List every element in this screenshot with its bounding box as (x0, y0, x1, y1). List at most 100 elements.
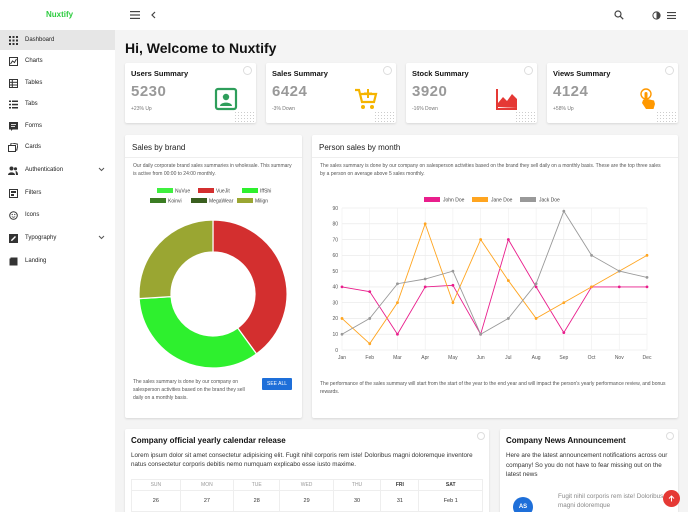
sidebar-item-cards[interactable]: Cards (0, 137, 115, 157)
legend-label[interactable]: IffShi (260, 189, 271, 195)
legend-label[interactable]: Jane Doe (491, 198, 513, 204)
calendar-day[interactable]: 28 (233, 490, 281, 512)
data-point[interactable] (590, 285, 593, 289)
chevron-down-icon[interactable] (98, 235, 105, 242)
legend-swatch[interactable] (237, 198, 253, 203)
legend-label[interactable]: MegaWear (209, 199, 234, 205)
legend-swatch[interactable] (472, 197, 488, 202)
more-menu-icon[interactable] (665, 9, 677, 21)
data-point[interactable] (479, 238, 483, 241)
pie-slice-milign[interactable] (138, 219, 214, 300)
legend-label[interactable]: John Doe (443, 198, 465, 204)
data-point[interactable] (451, 301, 455, 305)
data-point[interactable] (423, 285, 427, 289)
legend-label[interactable]: VueJit (216, 189, 230, 195)
series-line-jack-doe[interactable] (341, 210, 648, 335)
data-point[interactable] (423, 222, 427, 226)
data-point[interactable] (368, 317, 372, 320)
legend-swatch[interactable] (191, 198, 207, 203)
sidebar-item-dashboard[interactable]: Dashboard (0, 30, 115, 50)
sidebar-item-authentication[interactable]: Authentication (0, 160, 115, 180)
see-all-button[interactable]: SEE ALL (262, 378, 292, 390)
data-point[interactable] (506, 279, 510, 282)
legend-swatch[interactable] (150, 198, 166, 203)
scroll-top-button[interactable] (663, 490, 680, 507)
data-point[interactable] (396, 332, 399, 336)
dashboard-icon (8, 35, 18, 45)
data-point[interactable] (451, 269, 455, 273)
calendar-day[interactable]: 30 (332, 490, 382, 512)
pie-slice-vuejit[interactable] (212, 219, 288, 355)
sidebar-item-tabs[interactable]: Tabs (0, 94, 115, 114)
legend-label[interactable]: Milign (255, 199, 268, 205)
theme-toggle-icon[interactable] (650, 9, 662, 21)
data-point[interactable] (590, 253, 593, 257)
sidebar-item-label: Typography (25, 235, 57, 241)
sidebar-item-icons[interactable]: Icons (0, 205, 115, 225)
data-point[interactable] (617, 269, 621, 273)
calendar-day[interactable]: Feb 1 (418, 490, 483, 512)
data-point[interactable] (562, 301, 566, 305)
x-tick-label: Dec (643, 355, 652, 361)
series-line-jane-doe[interactable] (341, 222, 648, 345)
data-point[interactable] (479, 332, 483, 336)
data-point[interactable] (340, 332, 344, 336)
data-point[interactable] (506, 317, 510, 320)
card-footer-text: The performance of the sales summary wil… (320, 381, 666, 395)
search-icon[interactable] (613, 9, 625, 21)
sidebar-item-forms[interactable]: Forms (0, 116, 115, 136)
series-line-john-doe[interactable] (341, 238, 647, 336)
data-point[interactable] (645, 285, 649, 289)
calendar-day[interactable]: 27 (179, 490, 235, 512)
data-point[interactable] (645, 276, 649, 279)
chevron-down-icon[interactable] (98, 167, 105, 174)
sidebar-item-filters[interactable]: Filters (0, 183, 115, 203)
pie-slice-iffshi[interactable] (138, 296, 258, 369)
legend-swatch[interactable] (520, 197, 536, 202)
sidebar-item-typography[interactable]: Typography (0, 228, 115, 248)
calendar-day[interactable]: 26 (131, 490, 181, 512)
data-point[interactable] (534, 317, 538, 320)
data-point[interactable] (534, 282, 538, 286)
legend-swatch[interactable] (242, 188, 258, 193)
legend-swatch[interactable] (198, 188, 214, 193)
data-point[interactable] (340, 285, 344, 289)
data-point[interactable] (340, 317, 344, 320)
legend-label[interactable]: Koinvi (168, 199, 182, 205)
data-point[interactable] (368, 290, 372, 294)
brand-logo[interactable]: Nuxtify (46, 10, 74, 19)
x-tick-label: Jul (505, 355, 511, 361)
avatar[interactable]: AS (513, 497, 533, 512)
legend-swatch[interactable] (424, 197, 440, 202)
data-point[interactable] (534, 285, 538, 289)
card-description: Here are the latest announcement notific… (506, 452, 668, 478)
data-point[interactable] (562, 209, 566, 213)
legend-swatch[interactable] (157, 188, 173, 193)
sidebar-item-landing[interactable]: Landing (0, 251, 115, 271)
data-point[interactable] (617, 285, 621, 289)
sidebar-item-tables[interactable]: Tables (0, 73, 115, 93)
data-point[interactable] (645, 253, 649, 257)
menu-icon[interactable] (129, 9, 141, 21)
news-item-text[interactable]: Fugit nihil corporis rem iste! Doloribus… (558, 493, 664, 509)
summary-change: -16% Down (412, 106, 438, 112)
sidebar-item-charts[interactable]: Charts (0, 51, 115, 71)
chevron-left-icon[interactable] (147, 9, 159, 21)
data-point[interactable] (562, 331, 566, 335)
sidebar-item-label: Landing (25, 258, 47, 264)
data-point[interactable] (396, 301, 399, 305)
calendar-day[interactable]: 29 (279, 490, 334, 512)
sidebar-item-label: Tables (25, 80, 43, 86)
legend-label[interactable]: Jack Doe (539, 198, 560, 204)
data-point[interactable] (368, 342, 372, 346)
legend-label[interactable]: NuVue (175, 189, 190, 195)
divider (312, 157, 678, 158)
data-point[interactable] (423, 277, 427, 281)
data-point[interactable] (506, 238, 510, 241)
data-point[interactable] (396, 282, 399, 286)
calendar-day[interactable]: 31 (380, 490, 420, 512)
summary-value: 3920 (412, 83, 448, 100)
data-point[interactable] (451, 283, 455, 287)
card-description: The sales summary is done by our company… (320, 163, 661, 177)
card-footer-text: The sales summary is done by our company… (133, 379, 245, 401)
